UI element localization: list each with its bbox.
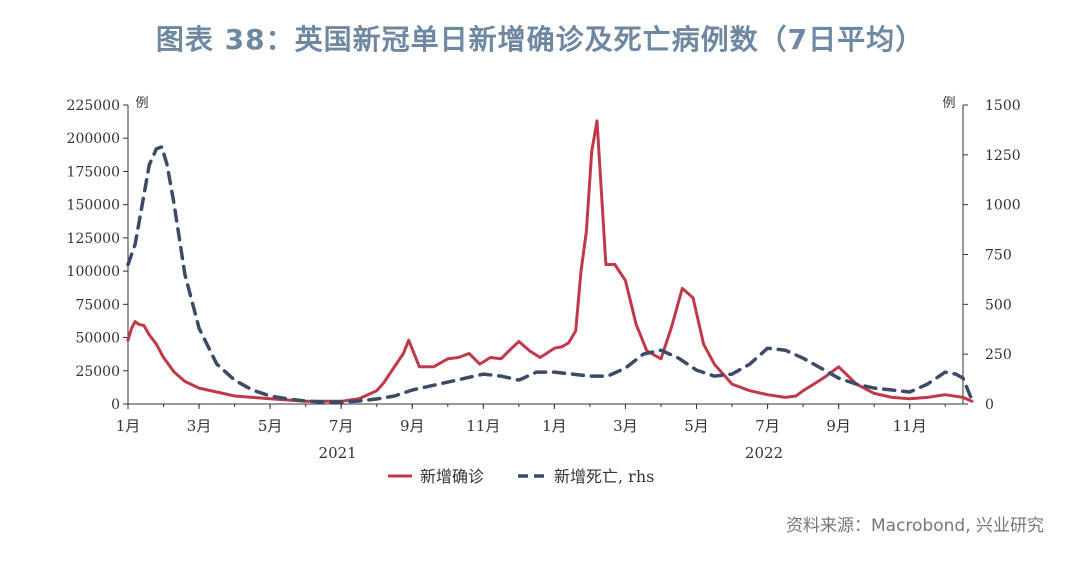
left-tick-label: 150000 — [67, 198, 120, 214]
deaths-series-line — [126, 145, 974, 404]
legend: 新增确诊 新增死亡, rhs — [388, 467, 654, 486]
left-tick-label: 75000 — [75, 297, 120, 313]
right-tick-label: 500 — [985, 297, 1012, 313]
left-tick-label: 225000 — [67, 98, 120, 114]
x-tick-label: 3月 — [613, 417, 638, 435]
right-tick-label: 1500 — [985, 98, 1021, 114]
right-tick-label: 750 — [985, 248, 1012, 264]
left-tick-label: 50000 — [75, 331, 120, 347]
year-label-2021: 2021 — [319, 444, 357, 462]
x-tick-label: 1月 — [542, 417, 567, 435]
right-tick-label: 1250 — [985, 148, 1021, 164]
x-tick-label: 7月 — [755, 417, 780, 435]
x-tick-label: 11月 — [893, 417, 927, 435]
x-tick-label: 3月 — [187, 417, 212, 435]
series-layer — [126, 119, 974, 404]
x-tick-label: 1月 — [116, 417, 141, 435]
cases-series-line — [126, 119, 974, 403]
x-tick-label: 9月 — [400, 417, 425, 435]
x-tick-label: 9月 — [826, 417, 851, 435]
x-tick-label: 5月 — [258, 417, 283, 435]
left-tick-label: 125000 — [67, 231, 120, 247]
legend-label-cases: 新增确诊 — [420, 467, 484, 486]
legend-label-deaths: 新增死亡, rhs — [554, 467, 654, 486]
source-note: 资料来源：Macrobond, 兴业研究 — [785, 516, 1044, 536]
right-tick-label: 1000 — [985, 198, 1021, 214]
left-tick-label: 0 — [111, 397, 120, 413]
year-label-2022: 2022 — [745, 444, 783, 462]
axes: 0 25000 50000 75000 100000 125000 150000 175000… — [67, 96, 1021, 462]
chart-title: 图表 38：英国新冠单日新增确诊及死亡病例数（7日平均） — [155, 23, 925, 56]
x-tick-label: 7月 — [329, 417, 354, 435]
left-tick-label: 100000 — [67, 264, 120, 280]
left-unit-label: 例 — [135, 96, 148, 111]
left-tick-label: 175000 — [67, 164, 120, 180]
right-tick-label: 0 — [985, 397, 994, 413]
right-unit-label: 例 — [942, 96, 955, 111]
right-tick-label: 250 — [985, 347, 1012, 363]
left-tick-label: 25000 — [75, 364, 120, 380]
left-tick-label: 200000 — [67, 131, 120, 147]
x-tick-label: 5月 — [684, 417, 709, 435]
x-tick-label: 11月 — [466, 417, 500, 435]
